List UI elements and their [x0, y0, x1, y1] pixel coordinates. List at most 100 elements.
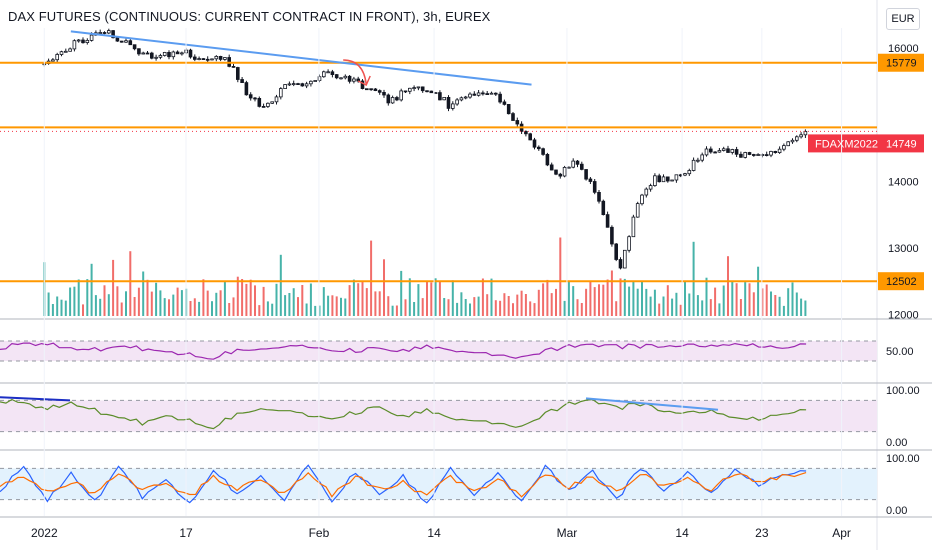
volume-bar [512, 303, 514, 316]
x-tick-label: Apr [832, 526, 851, 540]
volume-bar [606, 279, 609, 316]
volume-bar [284, 295, 287, 316]
volume-bar [615, 301, 618, 316]
candle-body [137, 48, 141, 55]
candle-body [717, 150, 722, 153]
candle-body [197, 58, 201, 60]
volume-bar [90, 263, 93, 316]
volume-bar [563, 300, 566, 316]
volume-bar [610, 270, 613, 316]
volume-bar [598, 284, 600, 316]
candle-body [635, 203, 640, 218]
volume-bar [731, 280, 734, 316]
oscillator-1-tick-label: 50.00 [886, 346, 914, 358]
candle-body [326, 71, 330, 74]
volume-bar [456, 302, 459, 316]
volume-bar [722, 285, 725, 316]
volume-bar [335, 296, 338, 316]
volume-bar [365, 288, 368, 316]
candle-body [76, 39, 81, 42]
candle-body [416, 86, 421, 89]
volume-bar [727, 256, 729, 316]
volume-bar [94, 295, 97, 316]
oscillator-2-trendline [0, 396, 71, 402]
volume-bar [60, 299, 63, 316]
price-tick-label: 14000 [888, 176, 919, 188]
volume-bar [666, 285, 669, 316]
volume-bar [288, 293, 291, 316]
candle-body [283, 84, 287, 89]
volume-bar [189, 301, 192, 316]
volume-bar [236, 276, 239, 316]
candle-body [321, 71, 326, 78]
candle-body [696, 159, 700, 162]
volume-bar [559, 237, 562, 316]
volume-bar [503, 293, 506, 316]
volume-bar [159, 290, 162, 316]
candle-body [446, 97, 451, 109]
candle-body [412, 87, 416, 89]
candle-body [425, 90, 429, 93]
candle-body [403, 90, 408, 93]
candle-body [571, 160, 575, 168]
candle-body [352, 78, 356, 82]
volume-bar [787, 288, 790, 316]
volume-bar [567, 281, 570, 316]
volume-bar [550, 293, 553, 316]
currency-selector[interactable]: EUR [886, 8, 920, 30]
candle-body [214, 56, 219, 60]
candle-body [614, 243, 618, 260]
volume-bar [64, 300, 67, 316]
candle-body [592, 181, 597, 193]
volume-bar [51, 304, 54, 316]
candle-body [429, 90, 434, 94]
arrow-annotation-head [357, 75, 371, 87]
level-price-tag [878, 272, 924, 291]
candle-body [360, 80, 365, 89]
volume-bar [679, 304, 682, 316]
x-tick-label: 17 [179, 526, 193, 540]
volume-bar [546, 279, 549, 316]
candle-body [171, 51, 176, 58]
candle-body [141, 52, 146, 55]
candle-body [395, 97, 399, 101]
volume-bar [494, 300, 497, 316]
volume-bar [555, 288, 557, 316]
candle-body [648, 185, 653, 190]
volume-bar [469, 303, 471, 316]
candle-body [455, 99, 459, 105]
volume-bar [361, 280, 364, 316]
volume-bar [709, 299, 712, 316]
volume-bar [348, 285, 351, 316]
candle-body [631, 216, 636, 238]
volume-bar [107, 294, 110, 316]
candle-body [317, 76, 322, 81]
volume-bar [120, 302, 123, 316]
candle-body [218, 56, 223, 60]
volume-bar [413, 302, 416, 316]
volume-bar [692, 241, 695, 316]
volume-bar [180, 290, 183, 316]
volume-bar [735, 283, 738, 316]
candle-body [777, 148, 782, 153]
x-tick-label: Feb [309, 526, 330, 540]
candle-body [223, 57, 227, 60]
volume-bar [421, 298, 424, 316]
candle-body [459, 97, 464, 101]
candle-body [493, 92, 498, 95]
volume-bar [137, 287, 140, 316]
volume-bar [684, 281, 686, 316]
candle-body [489, 92, 494, 95]
volume-bar [383, 259, 385, 316]
volume-bar [451, 280, 454, 316]
candle-body [98, 32, 103, 34]
volume-bar [391, 305, 394, 316]
candle-body [278, 88, 283, 98]
candle-body [115, 37, 120, 42]
candle-body [764, 154, 769, 157]
price-tick-label: 16000 [888, 43, 919, 55]
volume-bar [219, 290, 222, 316]
volume-bar [56, 296, 59, 316]
